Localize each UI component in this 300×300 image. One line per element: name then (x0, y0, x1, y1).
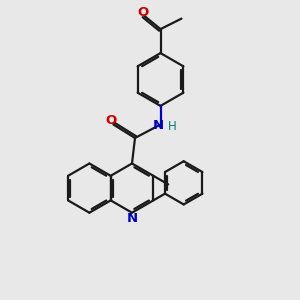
Text: O: O (105, 113, 117, 127)
Text: O: O (137, 5, 148, 19)
Text: N: N (127, 212, 138, 225)
Text: H: H (167, 120, 176, 134)
Text: N: N (153, 118, 164, 132)
